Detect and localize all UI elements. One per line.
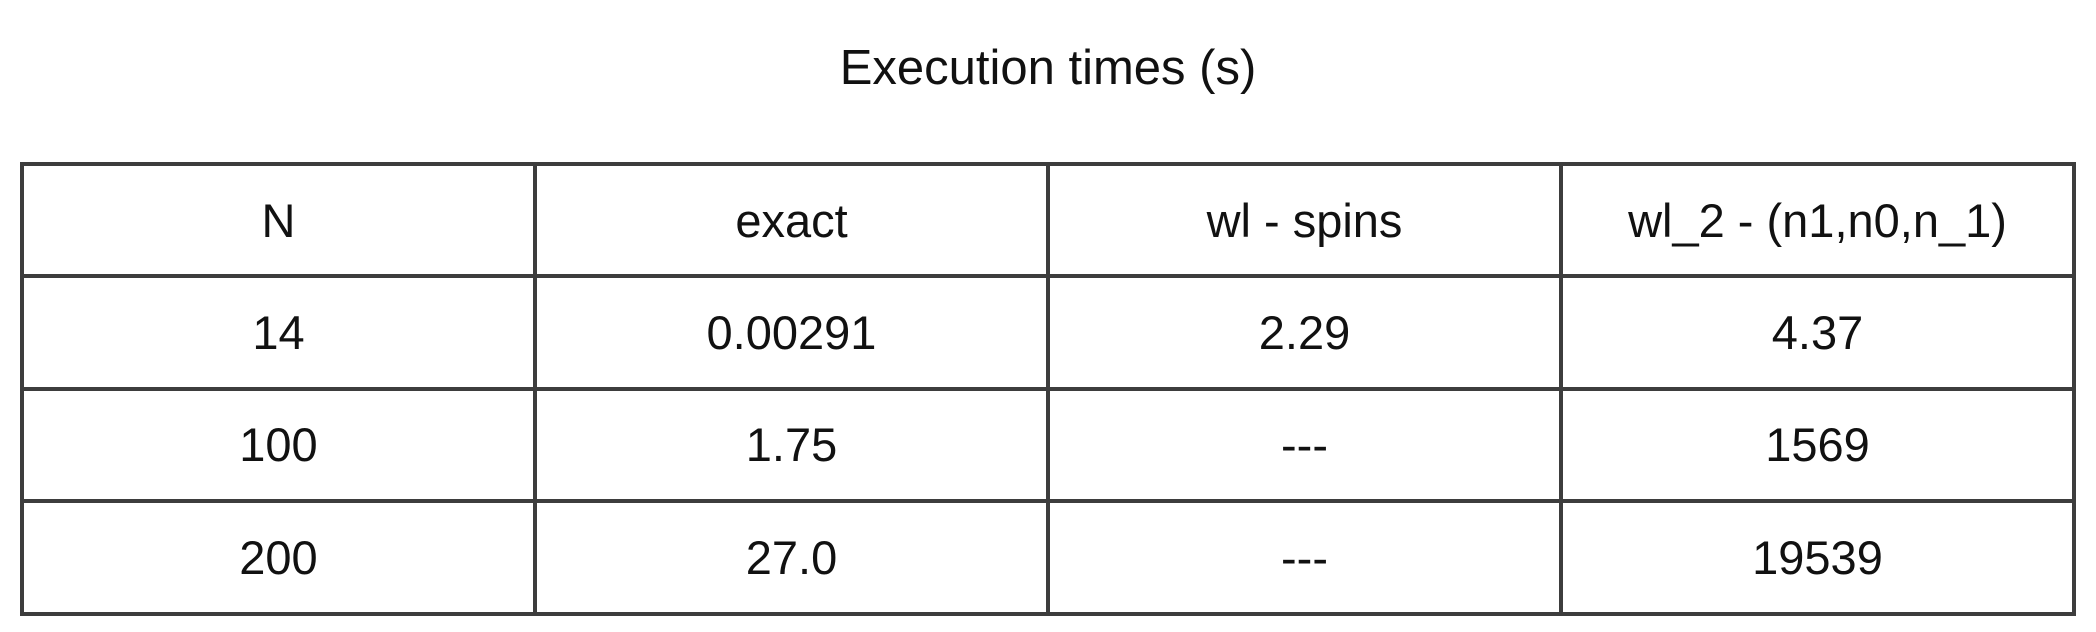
table-cell: ---: [1046, 386, 1563, 504]
header-cell: wl_2 - (n1,n0,n_1): [1559, 162, 2076, 278]
table-row: 100 1.75 --- 1569: [20, 386, 2076, 504]
table-title: Execution times (s): [839, 41, 1257, 95]
table-cell: 1569: [1559, 386, 2076, 504]
table-row: 14 0.00291 2.29 4.37: [20, 274, 2076, 391]
table-cell: 4.37: [1559, 274, 2076, 391]
table-cell: 27.0: [533, 499, 1050, 616]
table-cell: 1.75: [533, 386, 1050, 504]
table-cell: 0.00291: [533, 274, 1050, 391]
table-cell: 2.29: [1046, 274, 1563, 391]
header-cell: exact: [533, 162, 1050, 278]
table-cell: 200: [20, 499, 537, 616]
execution-times-table: N exact wl - spins wl_2 - (n1,n0,n_1) 14…: [20, 162, 2076, 616]
header-cell: N: [20, 162, 537, 278]
header-row: N exact wl - spins wl_2 - (n1,n0,n_1): [20, 162, 2076, 278]
table-cell: ---: [1046, 499, 1563, 616]
header-cell: wl - spins: [1046, 162, 1563, 278]
table-cell: 14: [20, 274, 537, 391]
table-cell: 19539: [1559, 499, 2076, 616]
table-row: 200 27.0 --- 19539: [20, 499, 2076, 616]
table-cell: 100: [20, 386, 537, 504]
